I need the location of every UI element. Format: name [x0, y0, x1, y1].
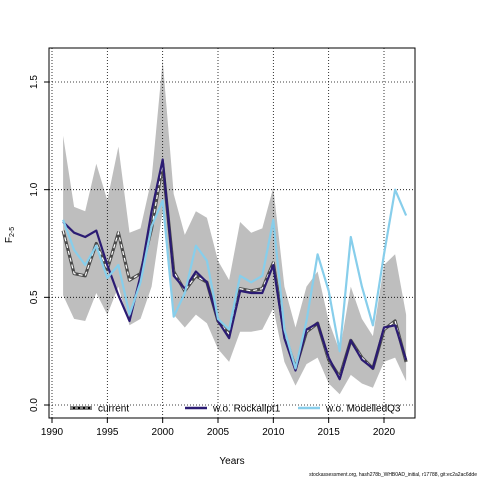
y-tick-label: 1.0: [29, 182, 40, 196]
band-area: [63, 60, 407, 395]
x-tick-label: 2010: [262, 427, 285, 438]
x-tick-label: 2000: [152, 427, 175, 438]
x-axis-title: Years: [219, 456, 244, 467]
x-tick-label: 2015: [318, 427, 341, 438]
x-tick-label: 1990: [41, 427, 64, 438]
confidence-band: [63, 60, 407, 395]
y-axis-title: F2-5: [4, 227, 16, 243]
y-axis-title-subscript: 2-5: [9, 227, 16, 237]
y-tick-label: 0.0: [29, 398, 40, 412]
legend: current w.o. Rockallpt1 w.o. ModelledQ3: [70, 404, 401, 415]
x-axis: 1990 1995 2000 2005 2010 2015 2020: [41, 418, 396, 438]
series-line-w-o-rockallpt1: [62, 158, 408, 381]
y-tick-label: 1.5: [29, 75, 40, 89]
x-tick-label: 2005: [207, 427, 230, 438]
series-line-w-o-modelledq3: [62, 188, 408, 370]
y-axis-title-main: F: [4, 237, 15, 243]
x-tick-label: 2020: [373, 427, 396, 438]
footer-text: stockassessment.org, hash278b_WHB0AD_ini…: [309, 472, 477, 478]
legend-label: current: [98, 404, 129, 415]
y-tick-label: 0.5: [29, 290, 40, 304]
plot-frame: [48, 47, 416, 419]
legend-label: w.o. Rockallpt1: [212, 404, 281, 415]
x-tick-label: 1995: [96, 427, 119, 438]
series-lines: [61, 158, 408, 381]
grid: [49, 48, 415, 418]
y-axis: 0.0 0.5 1.0 1.5: [29, 75, 49, 412]
legend-label: w.o. ModelledQ3: [325, 404, 401, 415]
